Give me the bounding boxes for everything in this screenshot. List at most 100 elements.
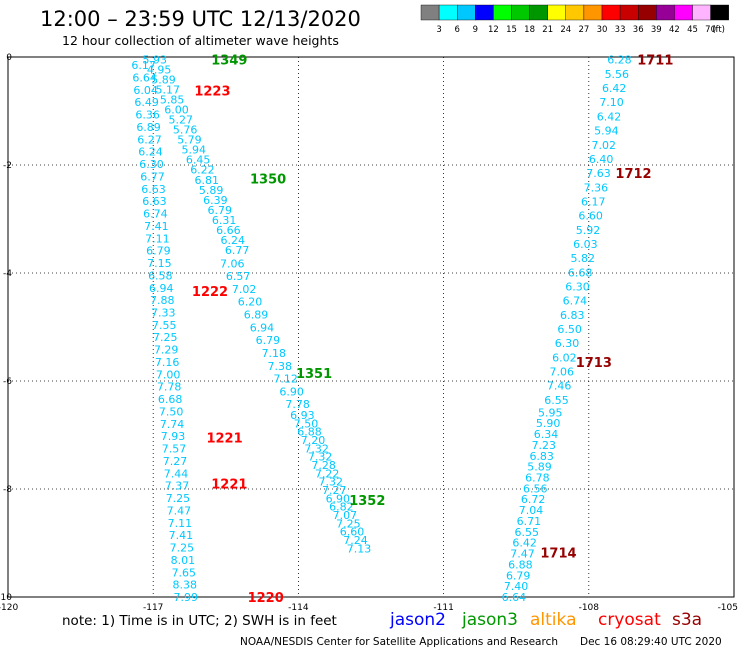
wave-height-label: 7.57 [162,443,187,456]
wave-height-label: 7.37 [165,480,190,493]
grid [8,57,734,597]
wave-height-label: 6.60 [578,210,603,223]
colorbar-swatch [638,4,657,21]
wave-height-label: 7.06 [550,366,575,379]
pass-annotation: 1351 [296,367,332,382]
wave-height-label: 6.74 [563,295,588,308]
wave-height-label: 6.20 [238,296,263,309]
wave-height-label: 6.17 [581,195,606,208]
y-tick-label: -2 [3,161,12,171]
wave-height-label: 6.50 [557,323,582,336]
wave-height-label: 6.24 [221,234,246,247]
colorbar-swatch [656,4,675,21]
wave-height-label: 8.01 [171,554,196,567]
wave-height-label: 7.38 [268,360,293,373]
legend-note: note: 1) Time is in UTC; 2) SWH is in fe… [62,613,337,629]
wave-height-label: 6.30 [565,281,590,294]
wave-height-label: 6.89 [136,121,161,134]
wave-height-label: 6.83 [560,309,585,322]
wave-height-label: 7.10 [599,96,624,109]
wave-height-label: 5.85 [160,94,185,107]
colorbar-swatch [547,4,567,21]
wave-height-label: 6.81 [195,174,220,187]
wave-height-label: 6.42 [512,537,537,550]
wave-height-label: 5.93 [143,54,168,67]
wave-height-label: 7.99 [174,591,199,604]
wave-height-label: 5.94 [182,144,207,157]
colorbar-swatch [457,4,476,21]
wave-height-label: 7.41 [144,220,169,233]
y-tick-label: -8 [3,485,12,495]
wave-height-label: 6.22 [190,164,215,177]
wave-height-label: 5.90 [536,417,561,430]
wave-height-label: 7.63 [586,167,611,180]
y-tick-label: 0 [6,53,12,63]
wave-height-label: 7.32 [304,442,329,455]
wave-height-label: 5.56 [605,68,630,81]
satellite-legend-entry: s3a [672,610,702,630]
pass-annotation: 1712 [615,167,651,182]
colorbar-label: 18 [524,25,535,35]
colorbar-swatch [565,4,585,21]
pass-annotation: 1711 [637,54,673,69]
wave-height-label: 5.79 [177,134,202,147]
wave-height-label: 6.66 [216,224,241,237]
wave-height-label: 6.56 [523,482,548,495]
wave-height-label: 6.24 [138,146,163,159]
pass-annotation: 1714 [540,547,576,562]
wave-height-label: 6.42 [602,82,627,95]
wave-height-label: 7.28 [311,459,336,472]
wave-height-label: 7.74 [160,418,185,431]
colorbar-swatch [619,4,639,21]
wave-height-label: 5.76 [173,124,198,137]
colorbar-swatch [438,4,458,21]
chart-subtitle: 12 hour collection of altimeter wave hei… [62,33,339,48]
wave-height-label: 6.58 [148,269,173,282]
wave-height-label: 7.00 [156,368,181,381]
wave-height-label: 7.02 [591,139,616,152]
satellite-legend-entry: jason2 [389,610,446,630]
wave-height-label: 6.71 [517,515,542,528]
wave-height-label: 7.02 [232,283,257,296]
pass-annotation: 1220 [248,591,284,606]
pass-annotation: 1352 [349,494,385,509]
wave-height-label: 6.34 [534,428,559,441]
wave-height-label: 7.55 [152,319,177,332]
wave-height-label: 6.88 [508,558,533,571]
wave-height-label: 5.89 [199,184,224,197]
wave-height-label: 6.63 [141,183,166,196]
wave-height-label: 6.45 [186,154,211,167]
wave-height-label: 7.36 [584,181,609,194]
wave-height-label: 7.40 [504,580,529,593]
footer-credit: NOAA/NESDIS Center for Satellite Applica… [240,636,558,648]
wave-height-label: 6.04 [133,84,158,97]
wave-height-label: 7.47 [167,504,192,517]
wave-height-label: 7.12 [273,373,298,386]
y-tick-label: -4 [3,269,12,279]
colorbar-label: 9 [473,25,478,35]
colorbar-swatch [475,4,494,21]
colorbar-swatch [710,4,729,21]
wave-height-label: 7.88 [150,294,175,307]
wave-height-label: 6.64 [132,71,157,84]
wave-height-label: 6.72 [521,493,546,506]
pass-annotation: 1223 [194,84,230,99]
wave-height-label: 6.94 [250,321,275,334]
chart-title: 12:00 – 23:59 UTC 12/13/2020 [40,7,361,31]
wave-height-label: 6.77 [140,170,165,183]
colorbar-label: 36 [633,25,644,35]
colorbar-label: 21 [542,25,553,35]
wave-height-label: 7.93 [161,430,186,443]
wave-height-label: 7.41 [169,529,194,542]
wave-height-label: 5.94 [594,125,619,138]
colorbar-swatch [511,4,530,21]
colorbar-label: 27 [578,25,589,35]
wave-height-label: 6.03 [573,238,598,251]
y-tick-label: -6 [3,377,12,387]
wave-height-label: 7.11 [168,517,193,530]
wave-height-label: 7.50 [294,417,319,430]
colorbar-swatch [529,4,548,21]
wave-height-label: 7.13 [347,542,372,555]
colorbar-label: 12 [488,25,499,35]
wave-height-label: 7.11 [145,232,170,245]
